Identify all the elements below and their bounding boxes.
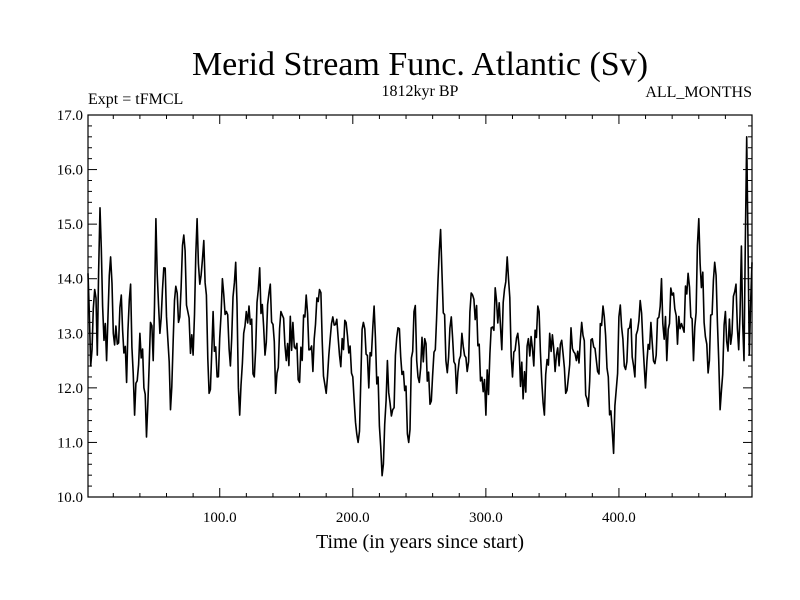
y-tick-label: 11.0 <box>57 435 83 451</box>
series-line-0 <box>87 136 753 477</box>
axis-ticks: 10.0 11.0 12.0 13.0 14.0 15.0 16.0 17.0 100.0 200… <box>57 108 752 526</box>
y-tick-label: 16.0 <box>57 163 83 179</box>
plot-frame <box>87 114 753 498</box>
chart-title: Merid Stream Func. Atlantic (Sv) <box>192 46 648 83</box>
x-tick-label: 100.0 <box>203 510 237 526</box>
chart-subtitle-right: ALL_MONTHS <box>645 84 752 101</box>
y-tick-label: 13.0 <box>57 326 83 342</box>
x-tick-label: 300.0 <box>469 510 503 526</box>
y-tick-label: 15.0 <box>57 217 83 233</box>
chart-subtitle-center: 1812kyr BP <box>382 83 459 100</box>
y-tick-label: 17.0 <box>57 108 83 124</box>
chart-subtitle-left: Expt = tFMCL <box>88 91 183 108</box>
x-axis-label: Time (in years since start) <box>316 531 524 553</box>
series-group <box>87 136 753 477</box>
y-tick-label: 12.0 <box>57 381 83 397</box>
x-tick-label: 200.0 <box>336 510 370 526</box>
y-tick-label: 14.0 <box>57 272 83 288</box>
x-tick-label: 400.0 <box>602 510 636 526</box>
y-tick-label: 10.0 <box>57 490 83 506</box>
